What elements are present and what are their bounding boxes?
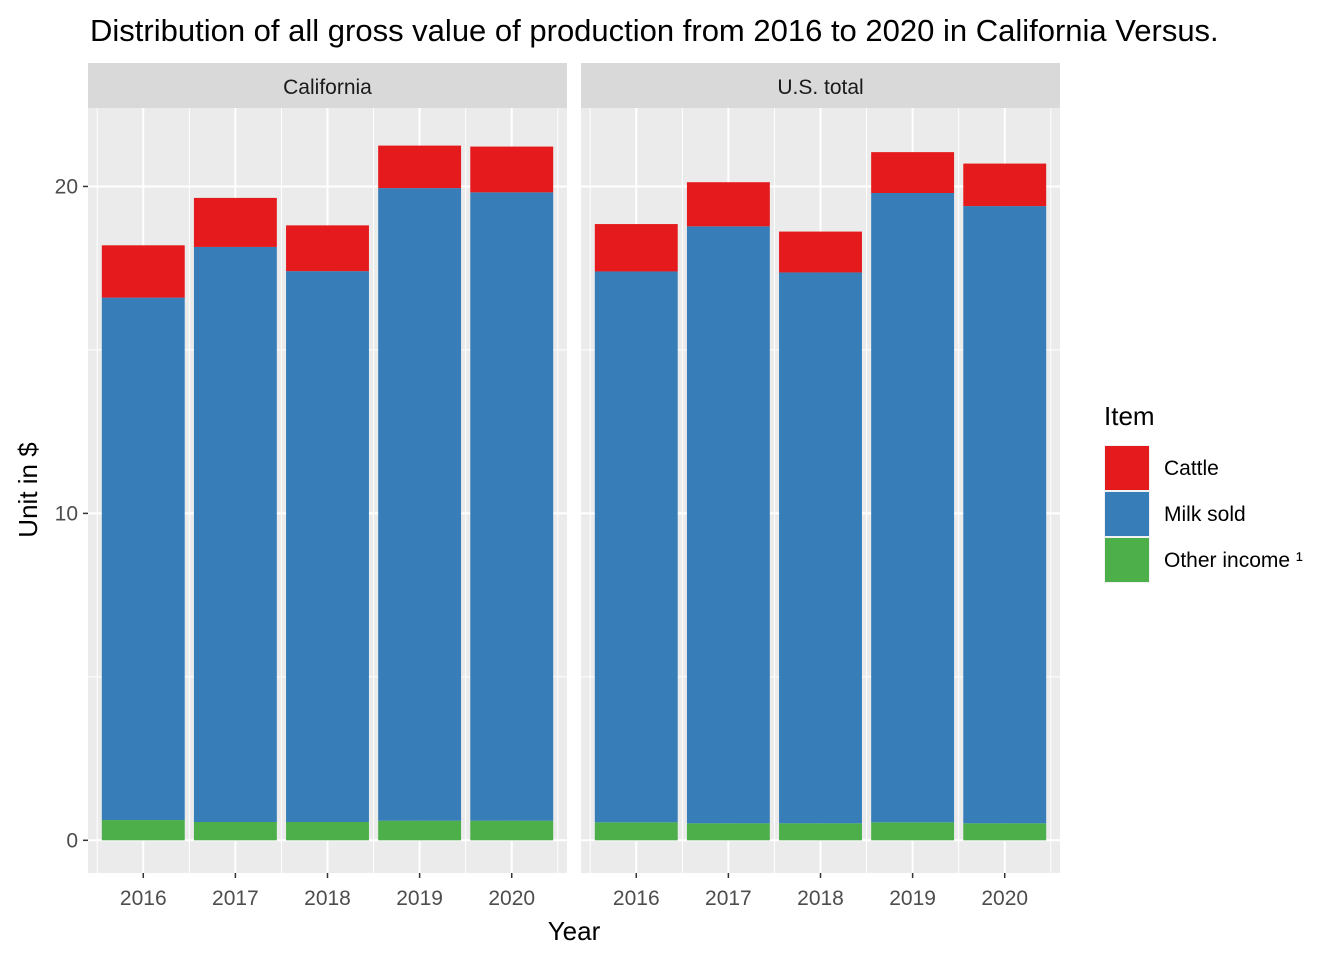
legend-label: Cattle (1164, 457, 1219, 480)
bar-segment (963, 823, 1047, 841)
legend: Item Cattle Milk sold Other income ¹ (1104, 401, 1303, 583)
legend-label: Milk sold (1164, 503, 1246, 526)
x-tick-label: 2017 (705, 887, 752, 910)
bar-segment (101, 820, 185, 841)
x-tick-label: 2020 (488, 887, 535, 910)
bar-segment (871, 193, 955, 823)
legend-swatch (1105, 538, 1149, 582)
bar-segment (686, 226, 770, 824)
chart-title: Distribution of all gross value of produ… (90, 13, 1219, 48)
x-tick-label: 2018 (304, 887, 351, 910)
facet-strip-label: U.S. total (777, 76, 863, 99)
facet-panel: California 2016 2017 2018 2019 2020 (88, 63, 567, 910)
y-axis-title: Unit in $ (13, 442, 43, 538)
bar-segment (101, 297, 185, 821)
x-tick-label: 2018 (797, 887, 844, 910)
bar-segment (594, 224, 678, 272)
bar-segment (286, 822, 369, 841)
bar-segment (686, 823, 770, 841)
x-tick-label: 2016 (120, 887, 167, 910)
facet-strip (88, 63, 567, 108)
legend-swatch (1105, 446, 1149, 490)
bar-segment (193, 822, 277, 841)
x-tick-label: 2019 (889, 887, 936, 910)
y-tick-label: 0 (66, 829, 78, 852)
bar-segment (779, 231, 862, 273)
legend-label: Other income ¹ (1164, 549, 1303, 572)
x-tick-label: 2020 (981, 887, 1028, 910)
bar-segment (594, 271, 678, 823)
bar-segment (378, 145, 462, 189)
bar-segment (686, 182, 770, 227)
bar-segment (779, 823, 862, 841)
legend-items: Cattle Milk sold Other income ¹ (1104, 445, 1303, 583)
bar-segment (193, 246, 277, 822)
bar-segment (286, 271, 369, 822)
y-axis: 0 10 20 (55, 175, 88, 852)
bar-segment (470, 192, 554, 821)
legend-swatch (1105, 492, 1149, 536)
legend-title: Item (1104, 401, 1155, 431)
bar-segment (963, 163, 1047, 207)
x-axis-title: Year (548, 916, 601, 946)
bar-segment (378, 820, 462, 841)
facet-panel: U.S. total 2016 2017 2018 2019 2020 (581, 63, 1060, 910)
bar-segment (871, 822, 955, 841)
facet-strip (581, 63, 1060, 108)
bar-segment (378, 188, 462, 821)
bar-segment (594, 822, 678, 841)
bar-segment (101, 245, 185, 298)
x-tick-label: 2019 (396, 887, 443, 910)
x-tick-label: 2017 (212, 887, 259, 910)
y-tick-label: 10 (55, 502, 78, 525)
bar-segment (871, 152, 955, 193)
bar-segment (470, 146, 554, 193)
bar-segment (286, 225, 369, 272)
bar-segment (779, 272, 862, 824)
bar-segment (193, 197, 277, 247)
x-tick-label: 2016 (613, 887, 660, 910)
facet-strip-label: California (283, 76, 372, 99)
y-tick-label: 20 (55, 175, 78, 198)
bar-segment (963, 206, 1047, 824)
bar-segment (470, 820, 554, 841)
